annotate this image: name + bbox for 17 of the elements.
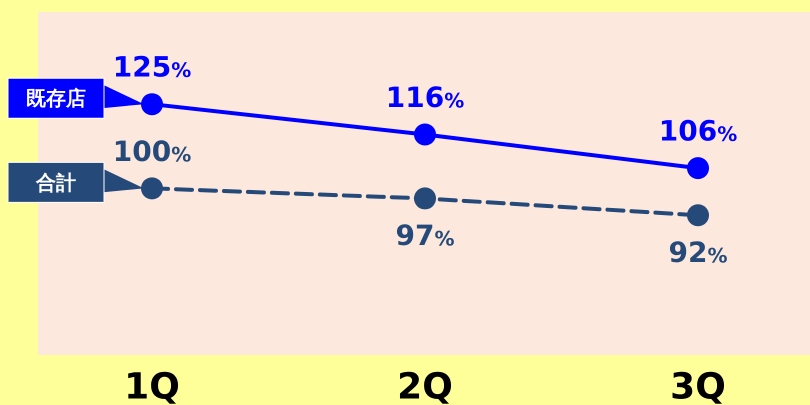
legend-label: 既存店 [26, 86, 86, 110]
point [414, 187, 436, 210]
data-label: 100% [112, 134, 192, 168]
x-tick-label: 2Q [397, 366, 453, 405]
point [687, 204, 709, 226]
x-tick-label: 3Q [670, 366, 726, 405]
data-label: 106% [658, 114, 738, 148]
point [414, 123, 436, 146]
data-label: 92% [668, 236, 728, 269]
point [141, 93, 163, 116]
point [141, 177, 163, 200]
legend-label: 合計 [35, 170, 76, 194]
data-label: 116% [386, 80, 464, 114]
data-label: 97% [395, 218, 455, 252]
point [687, 157, 709, 180]
data-label: 125% [112, 50, 192, 84]
x-tick-label: 1Q [124, 366, 180, 405]
